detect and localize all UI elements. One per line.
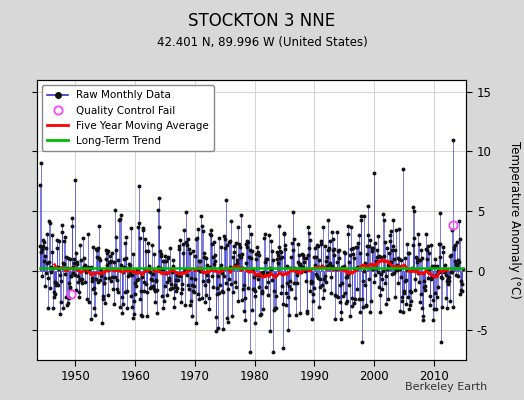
Text: STOCKTON 3 NNE: STOCKTON 3 NNE [189,12,335,30]
Text: 42.401 N, 89.996 W (United States): 42.401 N, 89.996 W (United States) [157,36,367,49]
Text: Berkeley Earth: Berkeley Earth [405,382,487,392]
Y-axis label: Temperature Anomaly (°C): Temperature Anomaly (°C) [508,141,521,299]
Legend: Raw Monthly Data, Quality Control Fail, Five Year Moving Average, Long-Term Tren: Raw Monthly Data, Quality Control Fail, … [42,85,214,151]
